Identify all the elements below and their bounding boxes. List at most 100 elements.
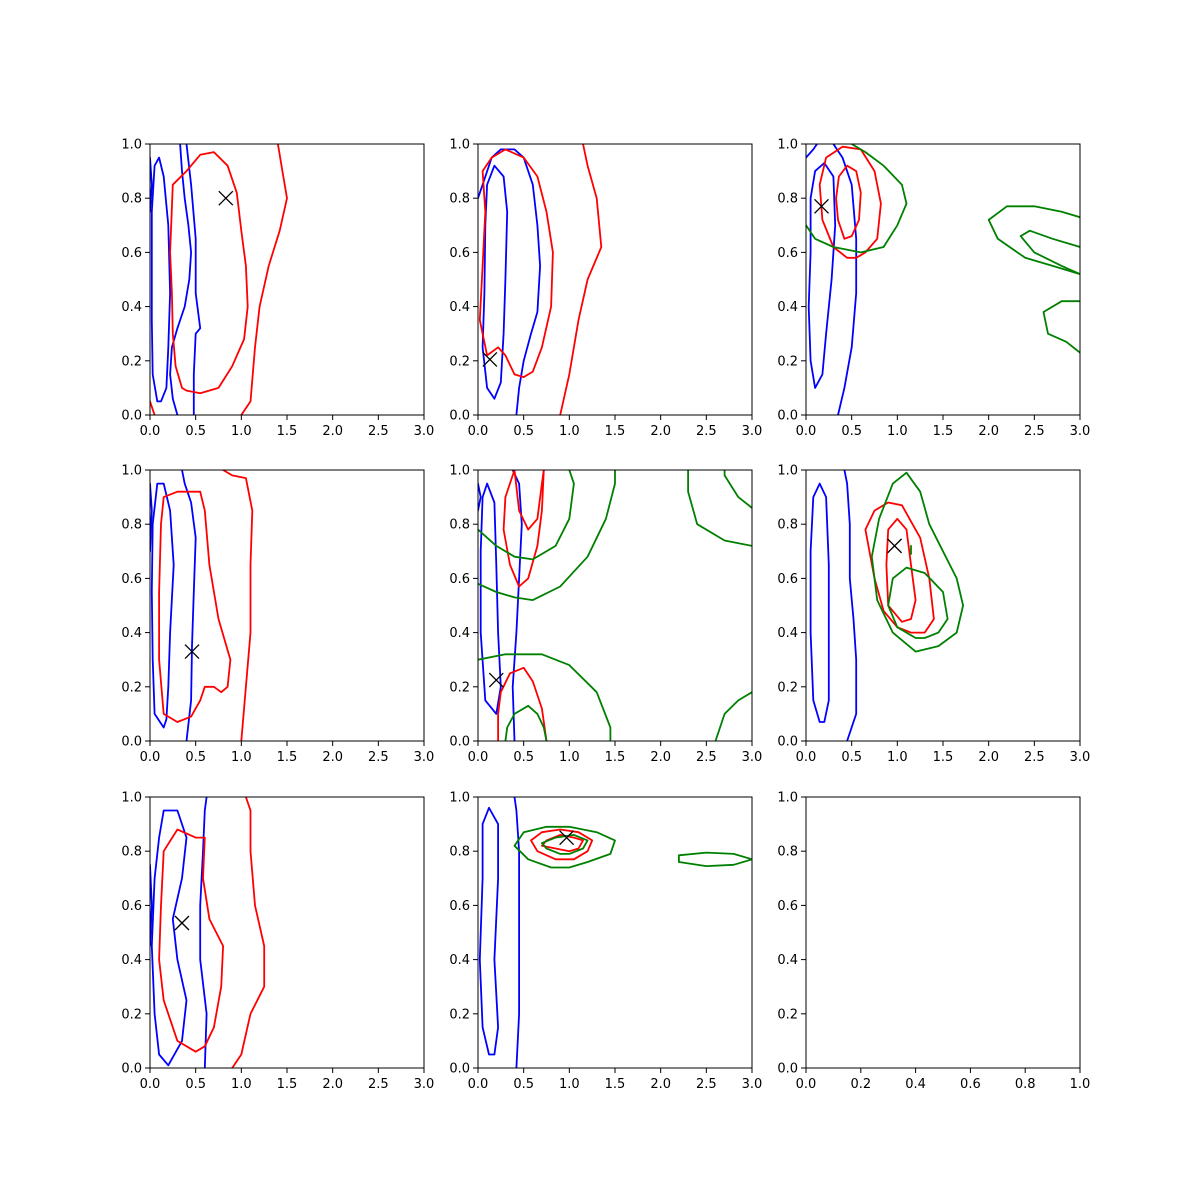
blue-contour-4 [185,144,202,415]
y-tick-label: 0.6 [777,246,798,261]
green-contour-7 [478,470,575,561]
blue-contour-1 [150,482,175,729]
y-tick-label: 0.8 [121,518,142,533]
x-tick-label: 1.5 [933,750,954,765]
x-marker [559,830,575,846]
contour-lines [809,470,964,741]
x-tick-label: 3.0 [742,1077,763,1092]
y-tick-label: 0.6 [449,572,470,587]
red-contour-4 [497,666,548,741]
green-contour-12 [687,470,752,547]
contour-lines [478,470,752,741]
red-contour-3 [885,517,917,623]
x-tick-label: 0.5 [513,424,534,439]
x-tick-label: 3.0 [414,750,435,765]
blue-contour-2 [832,144,858,415]
y-tick-label: 1.0 [449,464,470,479]
x-tick-label: 2.0 [650,1077,671,1092]
red-contour-4 [158,828,224,1053]
x-tick-label: 1.5 [277,424,298,439]
x-tick-label: 0.0 [796,750,817,765]
x-tick-label: 1.0 [559,424,580,439]
subplot-2: 0.0 0.5 1.0 1.5 2.0 2.5 3.0 0.0 0.2 0.4 0.6 0.8 1.0 [449,138,762,440]
x-tick-label: 1.0 [887,750,908,765]
x-tick-label: 2.5 [696,750,717,765]
x-tick-label: 0.8 [1015,1077,1036,1092]
x-tick-label: 1.0 [1070,1077,1091,1092]
x-tick-label: 0.5 [185,750,206,765]
x-tick-label: 1.5 [605,424,626,439]
y-tick-label: 0.0 [121,409,142,424]
x-tick-label: 1.0 [231,750,252,765]
x-marker [174,915,190,931]
x-tick-label: 2.0 [322,750,343,765]
blue-contour-2 [169,144,192,415]
y-tick-label: 1.0 [777,138,798,153]
x-tick-label: 1.5 [605,1077,626,1092]
y-tick-label: 0.6 [777,899,798,914]
y-tick-label: 0.0 [777,735,798,750]
red-contour-5 [231,797,266,1068]
x-tick-label: 2.0 [650,424,671,439]
y-tick-label: 1.0 [777,791,798,806]
x-tick-label: 3.0 [742,424,763,439]
x-tick-label: 1.0 [559,750,580,765]
blue-contour-2 [843,470,858,741]
subplot-6: 0.0 0.5 1.0 1.5 2.0 2.5 3.0 0.0 0.2 0.4 0.6 0.8 1.0 [777,464,1090,766]
y-tick-label: 0.8 [777,845,798,860]
red-contour-7 [150,400,156,415]
x-tick-label: 0.0 [140,750,161,765]
y-tick-label: 0.4 [449,626,470,641]
x-tick-label: 3.0 [742,750,763,765]
green-contour-6 [806,144,908,254]
y-tick-label: 0.4 [777,953,798,968]
green-contour-5 [887,566,949,639]
red-contour-4 [158,490,232,723]
y-tick-label: 1.0 [121,464,142,479]
subplot-7: 0.0 0.5 1.0 1.5 2.0 2.5 3.0 0.0 0.2 0.4 0.6 0.8 1.0 [121,791,434,1093]
red-contour-4 [835,164,862,240]
green-contour-13 [714,691,752,741]
red-contour-5 [818,145,882,259]
y-tick-label: 0.6 [121,899,142,914]
x-marker [482,351,498,367]
y-tick-label: 0.2 [777,354,798,369]
y-tick-label: 0.0 [449,409,470,424]
y-tick-label: 0.0 [121,735,142,750]
y-tick-label: 0.4 [121,626,142,641]
y-tick-label: 1.0 [121,138,142,153]
subplot-1: 0.0 0.5 1.0 1.5 2.0 2.5 3.0 0.0 0.2 0.4 0.6 0.8 1.0 [121,138,434,440]
green-contour-11 [723,470,752,509]
green-contour-8 [478,470,616,601]
green-contour-5 [541,834,589,855]
blue-contour-3 [806,144,818,159]
y-tick-label: 0.4 [449,300,470,315]
axes-frame [805,469,1081,742]
blue-contour-2 [199,797,208,1068]
y-tick-label: 0.2 [777,1007,798,1022]
red-contour-4 [559,144,603,415]
y-tick-label: 0.8 [777,518,798,533]
x-tick-label: 0.4 [905,1077,926,1092]
green-contour-9 [478,653,612,741]
x-tick-label: 0.6 [960,1077,981,1092]
y-tick-label: 0.4 [777,300,798,315]
y-tick-label: 1.0 [777,464,798,479]
green-contour-9 [1042,300,1080,354]
x-tick-label: 2.0 [650,750,671,765]
x-tick-label: 1.0 [231,1077,252,1092]
blue-contour-1 [807,162,837,389]
green-contour-8 [1019,229,1080,275]
contour-lines [150,797,266,1068]
x-tick-label: 2.5 [696,424,717,439]
subplot-9: 0.0 0.2 0.4 0.6 0.8 1.0 0.0 0.2 0.4 0.6 0.8 1.0 [777,791,1090,1093]
contour-lines [150,144,288,415]
x-tick-label: 2.0 [322,424,343,439]
y-tick-label: 0.2 [449,680,470,695]
green-contour-7 [987,205,1080,275]
axes-frame [149,796,425,1069]
red-contour-5 [169,151,249,395]
y-tick-label: 1.0 [121,791,142,806]
blue-contour-1 [478,806,499,1056]
